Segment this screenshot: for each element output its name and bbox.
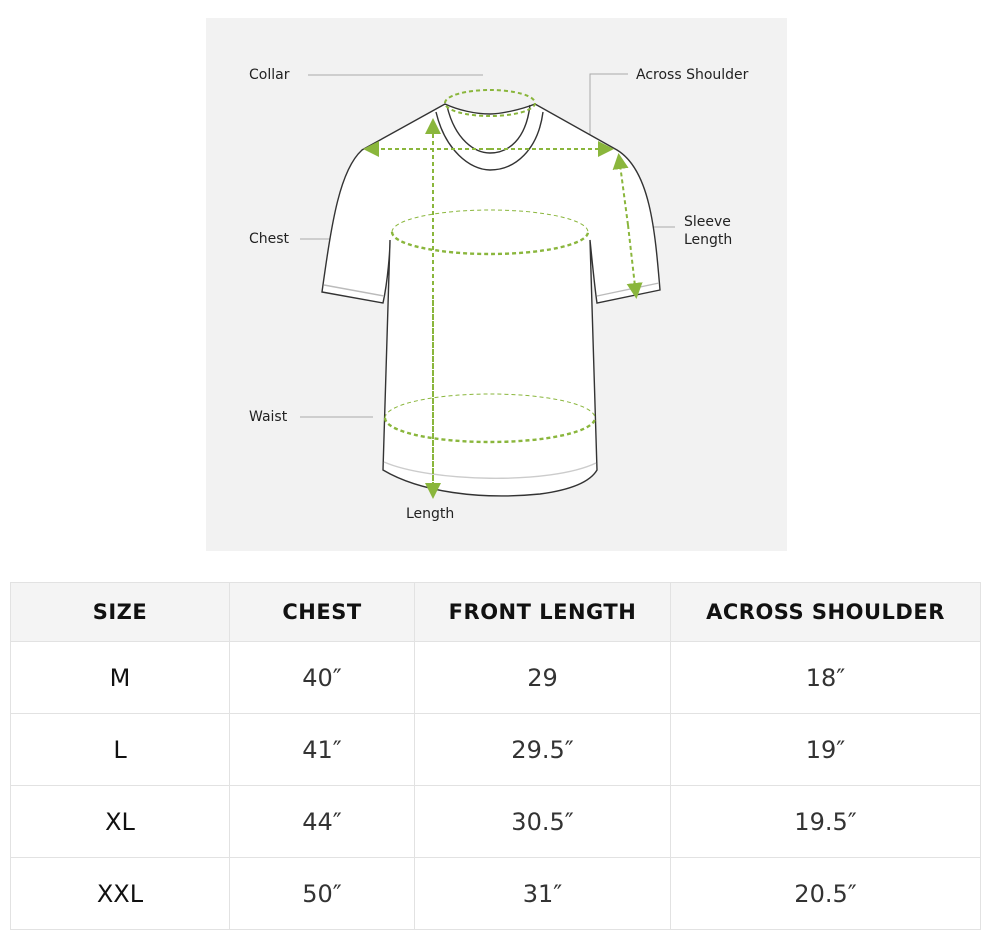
waist-label: Waist	[249, 409, 288, 425]
table-row: L 41″ 29.5″ 19″	[10, 713, 981, 786]
header-size: SIZE	[10, 582, 230, 642]
sleeve-length-label: Sleeve Length	[684, 213, 732, 249]
size-cell: XXL	[10, 857, 230, 930]
front-length-cell: 29.5″	[414, 713, 671, 786]
waist-measure-front	[383, 417, 597, 444]
chest-cell: 44″	[229, 785, 415, 858]
size-cell: M	[10, 641, 230, 714]
size-cell: L	[10, 713, 230, 786]
across-shoulder-cell: 20.5″	[670, 857, 981, 930]
size-cell: XL	[10, 785, 230, 858]
sleeve-label-line1: Sleeve	[684, 214, 731, 230]
header-front-length: FRONT LENGTH	[414, 582, 671, 642]
tshirt-outline	[321, 103, 661, 497]
across-shoulder-label: Across Shoulder	[636, 67, 749, 83]
collar-measure	[444, 89, 536, 117]
across-shoulder-leader-line	[589, 73, 628, 145]
chest-label: Chest	[249, 231, 290, 247]
across-shoulder-cell: 18″	[670, 641, 981, 714]
table-row: XXL 50″ 31″ 20.5″	[10, 857, 981, 930]
across-shoulder-cell: 19″	[670, 713, 981, 786]
chest-cell: 41″	[229, 713, 415, 786]
sleeve-arrow-up	[612, 153, 629, 226]
front-length-cell: 30.5″	[414, 785, 671, 858]
waist-measure-back	[384, 393, 596, 419]
front-length-cell: 29	[414, 641, 671, 714]
tshirt-diagram	[300, 73, 675, 499]
sleeve-arrow-down	[626, 224, 643, 299]
header-across-shoulder: ACROSS SHOULDER	[670, 582, 981, 642]
length-label: Length	[406, 506, 455, 522]
size-chart-table: SIZE CHEST FRONT LENGTH ACROSS SHOULDER …	[10, 582, 981, 930]
table-header-row: SIZE CHEST FRONT LENGTH ACROSS SHOULDER	[10, 582, 981, 642]
chest-measure-front	[390, 231, 590, 256]
chest-cell: 50″	[229, 857, 415, 930]
table-row: XL 44″ 30.5″ 19.5″	[10, 785, 981, 858]
front-length-cell: 31″	[414, 857, 671, 930]
across-shoulder-cell: 19.5″	[670, 785, 981, 858]
table-row: M 40″ 29 18″	[10, 641, 981, 714]
collar-label: Collar	[249, 67, 290, 83]
sleeve-label-line2: Length	[684, 232, 733, 248]
chest-cell: 40″	[229, 641, 415, 714]
header-chest: CHEST	[229, 582, 415, 642]
chest-measure-back	[391, 209, 589, 233]
